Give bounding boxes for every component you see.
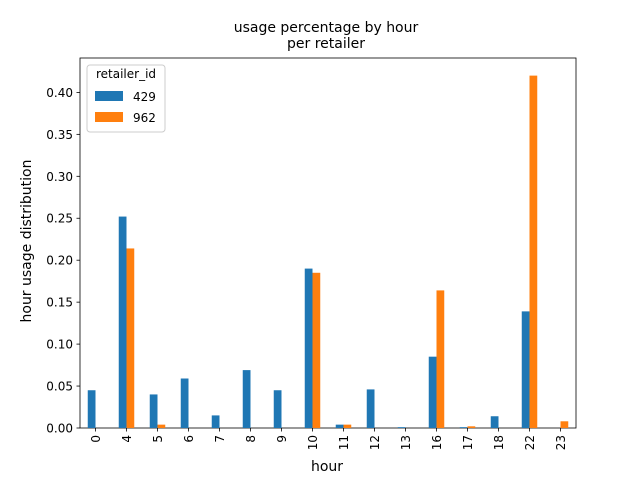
bar-962-17 xyxy=(467,426,476,428)
x-tick-label: 7 xyxy=(213,435,227,443)
bar-429-7 xyxy=(211,415,220,428)
legend-title: retailer_id xyxy=(96,67,156,81)
bars xyxy=(87,75,569,429)
x-tick-label: 22 xyxy=(523,435,537,450)
chart-title-line: per retailer xyxy=(287,36,365,52)
x-tick-label: 4 xyxy=(120,435,134,443)
y-tick-label: 0.30 xyxy=(46,170,73,184)
chart-title: usage percentage by hour per retailer xyxy=(234,20,419,52)
x-tick-label: 16 xyxy=(430,435,444,450)
x-tick-label: 18 xyxy=(492,435,506,450)
bar-962-10 xyxy=(312,272,321,428)
x-axis-title: hour xyxy=(311,459,343,475)
x-tick-label: 12 xyxy=(368,435,382,450)
x-tick-label: 10 xyxy=(306,435,320,450)
bar-962-4 xyxy=(126,248,135,428)
y-tick-label: 0.15 xyxy=(46,296,73,310)
x-tick-label: 6 xyxy=(182,435,196,443)
y-tick-label: 0.10 xyxy=(46,338,73,352)
bar-429-5 xyxy=(149,394,158,428)
x-tick-label: 13 xyxy=(399,435,413,450)
y-axis: 0.00 0.05 0.10 0.15 0.20 0.25 0.30 0.35 0.40 xyxy=(46,86,80,436)
legend-swatch-429 xyxy=(95,91,123,101)
plot-frame xyxy=(79,57,577,429)
y-tick-label: 0.25 xyxy=(46,212,73,226)
x-tick-label: 5 xyxy=(151,435,165,443)
y-axis-title: hour usage distribution xyxy=(19,160,35,323)
bar-429-6 xyxy=(180,378,189,428)
legend-label-962: 962 xyxy=(133,111,156,125)
bar-429-4 xyxy=(118,216,127,428)
bar-429-16 xyxy=(428,356,437,428)
bar-429-11 xyxy=(335,424,344,428)
y-tick-label: 0.00 xyxy=(46,422,73,436)
bar-429-9 xyxy=(273,390,282,428)
x-axis: 0 4 5 6 7 8 9 10 11 12 13 16 17 18 22 23 xyxy=(89,428,568,450)
bar-962-23 xyxy=(560,421,569,428)
bar-962-5 xyxy=(157,424,166,428)
bar-962-16 xyxy=(436,290,445,428)
bar-429-12 xyxy=(366,389,375,428)
legend-label-429: 429 xyxy=(133,90,156,104)
bar-429-8 xyxy=(242,370,251,428)
y-tick-label: 0.20 xyxy=(46,254,73,268)
y-tick-label: 0.40 xyxy=(46,86,73,100)
y-tick-label: 0.05 xyxy=(46,380,73,394)
bar-962-22 xyxy=(529,75,538,429)
x-tick-label: 11 xyxy=(337,435,351,450)
bar-429-10 xyxy=(304,268,313,428)
y-tick-label: 0.35 xyxy=(46,128,73,142)
bar-429-13 xyxy=(397,427,406,428)
bar-429-18 xyxy=(490,416,499,428)
x-tick-label: 23 xyxy=(554,435,568,450)
bar-429-0 xyxy=(87,390,96,428)
x-tick-label: 17 xyxy=(461,435,475,450)
x-tick-label: 9 xyxy=(275,435,289,443)
chart-title-line: usage percentage by hour xyxy=(234,20,419,36)
plot-area xyxy=(79,57,577,429)
bar-429-22 xyxy=(521,311,530,428)
legend: retailer_id 429 962 xyxy=(86,64,166,133)
x-tick-label: 0 xyxy=(89,435,103,443)
x-tick-label: 8 xyxy=(244,435,258,443)
legend-swatch-962 xyxy=(95,112,123,122)
bar-962-11 xyxy=(343,424,352,428)
bar-429-17 xyxy=(459,427,468,428)
